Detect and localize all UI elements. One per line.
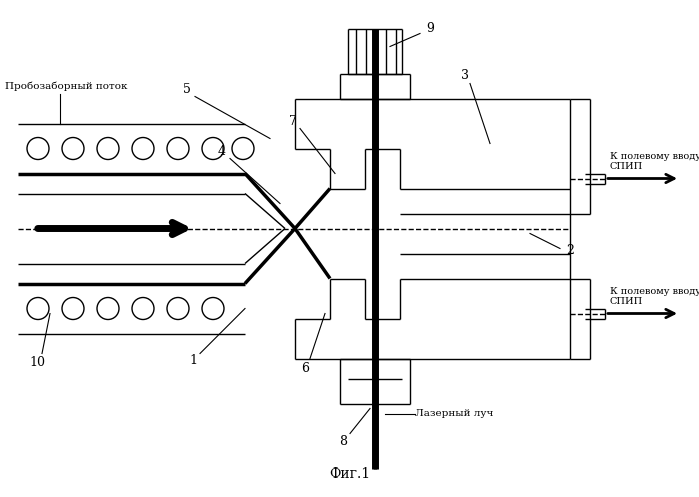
Text: 1: 1 — [189, 354, 197, 367]
Text: 4: 4 — [218, 145, 226, 158]
Text: 2: 2 — [566, 244, 574, 257]
Text: 8: 8 — [339, 435, 347, 448]
Text: 10: 10 — [29, 356, 45, 369]
Text: К полевому вводу
СПИП: К полевому вводу СПИП — [610, 287, 699, 306]
Text: 5: 5 — [183, 83, 191, 96]
Text: 9: 9 — [426, 22, 434, 35]
Text: 3: 3 — [461, 69, 469, 82]
Text: К полевому вводу
СПИП: К полевому вводу СПИП — [610, 152, 699, 171]
Text: 7: 7 — [289, 115, 297, 128]
Text: Пробозаборный поток: Пробозаборный поток — [5, 82, 127, 91]
Text: 6: 6 — [301, 362, 309, 375]
Text: Фиг.1: Фиг.1 — [329, 467, 370, 481]
Text: Лазерный луч: Лазерный луч — [415, 409, 493, 418]
